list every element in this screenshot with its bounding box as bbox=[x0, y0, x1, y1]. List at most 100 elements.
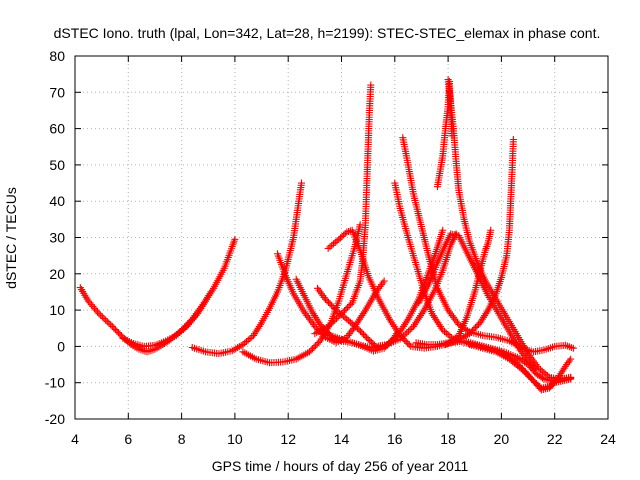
data-point bbox=[472, 323, 480, 331]
data-point bbox=[326, 321, 334, 329]
data-point bbox=[402, 338, 410, 346]
x-tick-label: 4 bbox=[71, 431, 79, 447]
data-point bbox=[441, 328, 449, 336]
data-point bbox=[520, 368, 528, 376]
data-point bbox=[105, 319, 113, 327]
data-point bbox=[403, 329, 411, 337]
data-point bbox=[455, 321, 463, 329]
data-point bbox=[333, 237, 341, 245]
data-point bbox=[536, 384, 544, 392]
y-tick-label: 60 bbox=[49, 121, 65, 137]
data-point bbox=[336, 234, 344, 242]
data-point bbox=[326, 300, 334, 308]
data-point bbox=[544, 372, 552, 380]
data-point bbox=[323, 329, 331, 337]
data-point bbox=[248, 333, 256, 341]
data-point bbox=[322, 295, 330, 303]
y-tick-label: -10 bbox=[45, 375, 65, 391]
y-tick-labels: -20 -10 0 10 20 30 40 50 60 70 80 bbox=[45, 48, 65, 427]
grid-lines bbox=[75, 56, 608, 419]
series-2 bbox=[119, 288, 215, 350]
data-point bbox=[174, 330, 182, 338]
data-point bbox=[331, 238, 339, 246]
chart-title: dSTEC Iono. truth (lpal, Lon=342, Lat=28… bbox=[54, 25, 601, 41]
data-point bbox=[237, 342, 245, 350]
data-point bbox=[538, 367, 546, 375]
data-point bbox=[341, 314, 349, 322]
data-point bbox=[344, 304, 352, 312]
data-point bbox=[232, 345, 240, 353]
data-point bbox=[513, 353, 521, 361]
data-point bbox=[307, 346, 315, 354]
data-point bbox=[87, 301, 95, 309]
x-tick-label: 20 bbox=[494, 431, 510, 447]
data-point bbox=[315, 339, 323, 347]
data-point bbox=[355, 326, 363, 334]
data-point bbox=[242, 338, 250, 346]
y-axis-label: dSTEC / TECUs bbox=[3, 187, 19, 289]
y-tick-label: 10 bbox=[49, 302, 65, 318]
data-point bbox=[523, 371, 531, 379]
data-point bbox=[313, 340, 321, 348]
data-point bbox=[542, 370, 550, 378]
data-point bbox=[406, 326, 414, 334]
data-point bbox=[345, 317, 353, 325]
x-tick-label: 24 bbox=[600, 431, 616, 447]
x-tick-label: 14 bbox=[334, 431, 350, 447]
data-point bbox=[339, 308, 347, 316]
data-point bbox=[246, 335, 254, 343]
data-point bbox=[92, 306, 100, 314]
data-point bbox=[338, 310, 345, 318]
data-point bbox=[234, 344, 242, 352]
data-point bbox=[531, 364, 539, 372]
series-17 bbox=[441, 135, 517, 349]
data-point bbox=[207, 288, 215, 296]
data-point bbox=[181, 324, 189, 332]
data-point bbox=[526, 374, 534, 382]
data-point bbox=[89, 302, 97, 310]
data-point bbox=[352, 323, 360, 331]
x-tick-label: 10 bbox=[227, 431, 243, 447]
data-point bbox=[517, 365, 525, 373]
data-point bbox=[331, 316, 339, 324]
data-point bbox=[172, 332, 180, 340]
data-point bbox=[404, 327, 412, 335]
series-3 bbox=[188, 179, 306, 358]
data-point bbox=[345, 302, 353, 310]
data-point bbox=[324, 322, 332, 330]
data-point bbox=[473, 322, 481, 330]
data-point bbox=[357, 327, 365, 335]
data-point bbox=[98, 313, 106, 321]
x-tick-labels: 4 6 8 10 12 14 16 18 20 22 24 bbox=[71, 431, 616, 447]
data-point bbox=[102, 316, 110, 324]
data-point bbox=[569, 344, 577, 352]
data-point bbox=[442, 329, 450, 337]
data-point bbox=[487, 226, 495, 234]
data-point bbox=[517, 356, 525, 364]
data-point bbox=[336, 311, 344, 319]
data-point bbox=[333, 314, 341, 322]
data-point bbox=[358, 329, 366, 337]
data-point bbox=[396, 332, 404, 340]
data-point bbox=[401, 336, 409, 344]
data-point bbox=[325, 298, 333, 306]
data-point bbox=[230, 346, 238, 354]
data-point bbox=[364, 335, 372, 343]
series-10 bbox=[311, 81, 375, 338]
data-point bbox=[345, 227, 353, 235]
data-point bbox=[439, 226, 447, 234]
x-tick-label: 12 bbox=[280, 431, 296, 447]
data-point bbox=[399, 335, 407, 343]
data-point bbox=[363, 334, 371, 342]
data-point bbox=[328, 241, 336, 249]
data-point bbox=[448, 132, 456, 140]
data-point bbox=[348, 320, 356, 328]
data-point bbox=[311, 322, 319, 330]
y-tick-label: -20 bbox=[45, 411, 65, 427]
data-point bbox=[444, 331, 452, 339]
data-point bbox=[244, 336, 252, 344]
series-14 bbox=[433, 77, 456, 191]
data-point bbox=[405, 341, 413, 349]
data-markers bbox=[76, 76, 577, 394]
data-point bbox=[532, 366, 540, 374]
